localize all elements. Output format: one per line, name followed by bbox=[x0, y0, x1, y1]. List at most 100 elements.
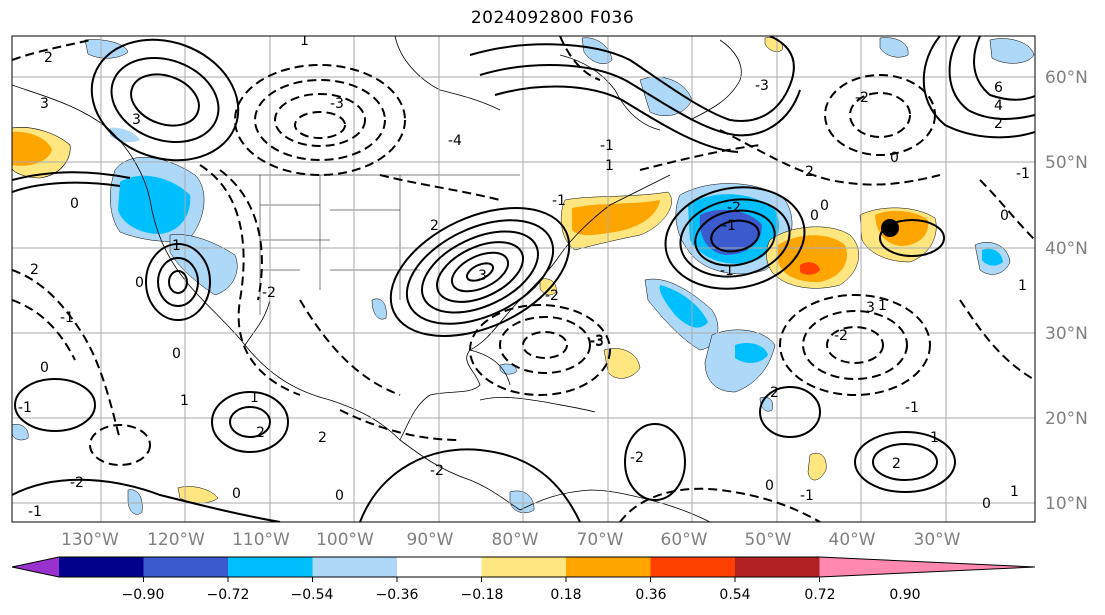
colorbar-swatch bbox=[397, 557, 482, 577]
contour-label: 1 bbox=[1010, 484, 1019, 500]
contour-label: 3 bbox=[132, 112, 141, 128]
lat-label: 30°N bbox=[1045, 324, 1088, 344]
contour-labels: 2 1 3 0 0 1 2 3 -1 -3 -4 -2 0 2 3 -1 -2 … bbox=[18, 33, 1030, 520]
contour-label: 6 bbox=[994, 80, 1003, 96]
contour-label: 1 bbox=[180, 393, 189, 409]
map-frame bbox=[11, 35, 1036, 523]
contour-label: -1 bbox=[720, 263, 734, 279]
contour-label: 2 bbox=[892, 456, 901, 472]
colorbar-tick-label: −0.18 bbox=[461, 587, 504, 603]
contour-label: 1 bbox=[878, 298, 887, 314]
contour-label: -1 bbox=[28, 504, 42, 520]
contour-label: -2 bbox=[70, 475, 84, 491]
contour-label: 0 bbox=[982, 496, 991, 512]
contour-label: 3 bbox=[866, 300, 875, 316]
lon-label: 80°W bbox=[492, 530, 539, 550]
contour-label: -1 bbox=[60, 310, 74, 326]
contour-label: 2 bbox=[256, 425, 265, 441]
lat-label: 20°N bbox=[1045, 409, 1088, 429]
colorbar-tick-label: 0.18 bbox=[550, 587, 581, 603]
colorbar-tick-label: 0.54 bbox=[719, 587, 750, 603]
contour-label: 1 bbox=[930, 430, 939, 446]
contour-label: -1 bbox=[800, 488, 814, 504]
colorbar-swatch bbox=[312, 557, 398, 577]
colorbar-swatch bbox=[566, 557, 651, 577]
latitude-labels: 60°N 50°N 40°N 30°N 20°N 10°N bbox=[1045, 68, 1088, 514]
colorbar-tick-label: 0.72 bbox=[804, 587, 835, 603]
lon-label: 50°W bbox=[745, 530, 792, 550]
map-panel: 2 1 3 0 0 1 2 3 -1 -3 -4 -2 0 2 3 -1 -2 … bbox=[12, 33, 1035, 522]
colorbar-ticks: −0.90 −0.72 −0.54 −0.36 −0.18 0.18 0.36 … bbox=[122, 587, 921, 603]
contour-label: 2 bbox=[30, 262, 39, 278]
contour-label: 0 bbox=[70, 196, 79, 212]
colorbar-outline bbox=[11, 556, 1036, 578]
map-title: 2024092800 F036 bbox=[470, 8, 635, 28]
contour-label: 1 bbox=[605, 158, 614, 174]
contour-label: 4 bbox=[994, 98, 1003, 114]
lat-label: 50°N bbox=[1045, 153, 1088, 173]
colorbar-swatch bbox=[143, 557, 229, 577]
colorbar-tick-label: −0.36 bbox=[376, 587, 419, 603]
lon-label: 30°W bbox=[914, 530, 961, 550]
contour-label: 3 bbox=[40, 96, 49, 112]
contour-label: 1 bbox=[1018, 278, 1027, 294]
lon-label: 100°W bbox=[316, 530, 374, 550]
lon-label: 130°W bbox=[61, 530, 119, 550]
colorbar-swatch bbox=[481, 557, 567, 577]
contour-label: 0 bbox=[335, 488, 344, 504]
contour-label: 0 bbox=[765, 478, 774, 494]
lat-label: 10°N bbox=[1045, 494, 1088, 514]
contour-label: 0 bbox=[40, 360, 49, 376]
colorbar-extend-max bbox=[819, 557, 1035, 577]
contour-label: -3 bbox=[590, 334, 604, 350]
contours bbox=[12, 36, 1035, 522]
contour-label: -1 bbox=[905, 400, 919, 416]
contour-label: 0 bbox=[135, 275, 144, 291]
lon-label: 70°W bbox=[577, 530, 624, 550]
contour-label: -2 bbox=[430, 463, 444, 479]
point-marker-icon bbox=[881, 219, 899, 237]
colorbar-tick-label: −0.54 bbox=[291, 587, 334, 603]
contour-label: -4 bbox=[448, 133, 462, 149]
lon-label: 110°W bbox=[232, 530, 290, 550]
contour-label: -3 bbox=[330, 96, 344, 112]
lon-label: 90°W bbox=[407, 530, 454, 550]
lon-label: 60°W bbox=[661, 530, 708, 550]
colorbar bbox=[11, 556, 1036, 582]
lon-label: 120°W bbox=[147, 530, 205, 550]
contour-label: 2 bbox=[994, 116, 1003, 132]
contour-label: -1 bbox=[722, 218, 736, 234]
contour-label: 2 bbox=[770, 385, 779, 401]
contour-label: -2 bbox=[727, 200, 741, 216]
colorbar-tick-label: −0.90 bbox=[122, 587, 165, 603]
longitude-labels: 130°W 120°W 110°W 100°W 90°W 80°W 70°W 6… bbox=[61, 530, 961, 550]
contour-label: 1 bbox=[250, 390, 259, 406]
contour-label: -3 bbox=[590, 333, 604, 349]
contour-label: 0 bbox=[232, 486, 241, 502]
contour-label: 0 bbox=[172, 346, 181, 362]
contour-label: 2 bbox=[805, 164, 814, 180]
colorbar-swatch bbox=[735, 557, 820, 577]
contour-label: 2 bbox=[318, 430, 327, 446]
contour-label: -2 bbox=[855, 90, 869, 106]
contour-label: -1 bbox=[552, 193, 566, 209]
contour-label: -2 bbox=[545, 288, 559, 304]
contour-label: -3 bbox=[755, 78, 769, 94]
contour-label: 0 bbox=[1000, 208, 1009, 224]
contour-label: -1 bbox=[1016, 166, 1030, 182]
colorbar-swatch bbox=[228, 557, 313, 577]
contour-label: 2 bbox=[44, 50, 53, 66]
contour-label: 2 bbox=[430, 218, 439, 234]
lon-label: 40°W bbox=[829, 530, 876, 550]
contour-label: -2 bbox=[630, 450, 644, 466]
graticule bbox=[12, 36, 1035, 522]
dashed-contours bbox=[12, 36, 1035, 522]
contour-label: -1 bbox=[600, 138, 614, 154]
lat-label: 40°N bbox=[1045, 239, 1088, 259]
colorbar-swatch bbox=[650, 557, 736, 577]
contour-label: 1 bbox=[172, 238, 181, 254]
colorbar-tick-label: −0.72 bbox=[207, 587, 250, 603]
contour-label: 3 bbox=[478, 268, 487, 284]
contour-label: 0 bbox=[820, 198, 829, 214]
contour-label: 1 bbox=[300, 33, 309, 49]
